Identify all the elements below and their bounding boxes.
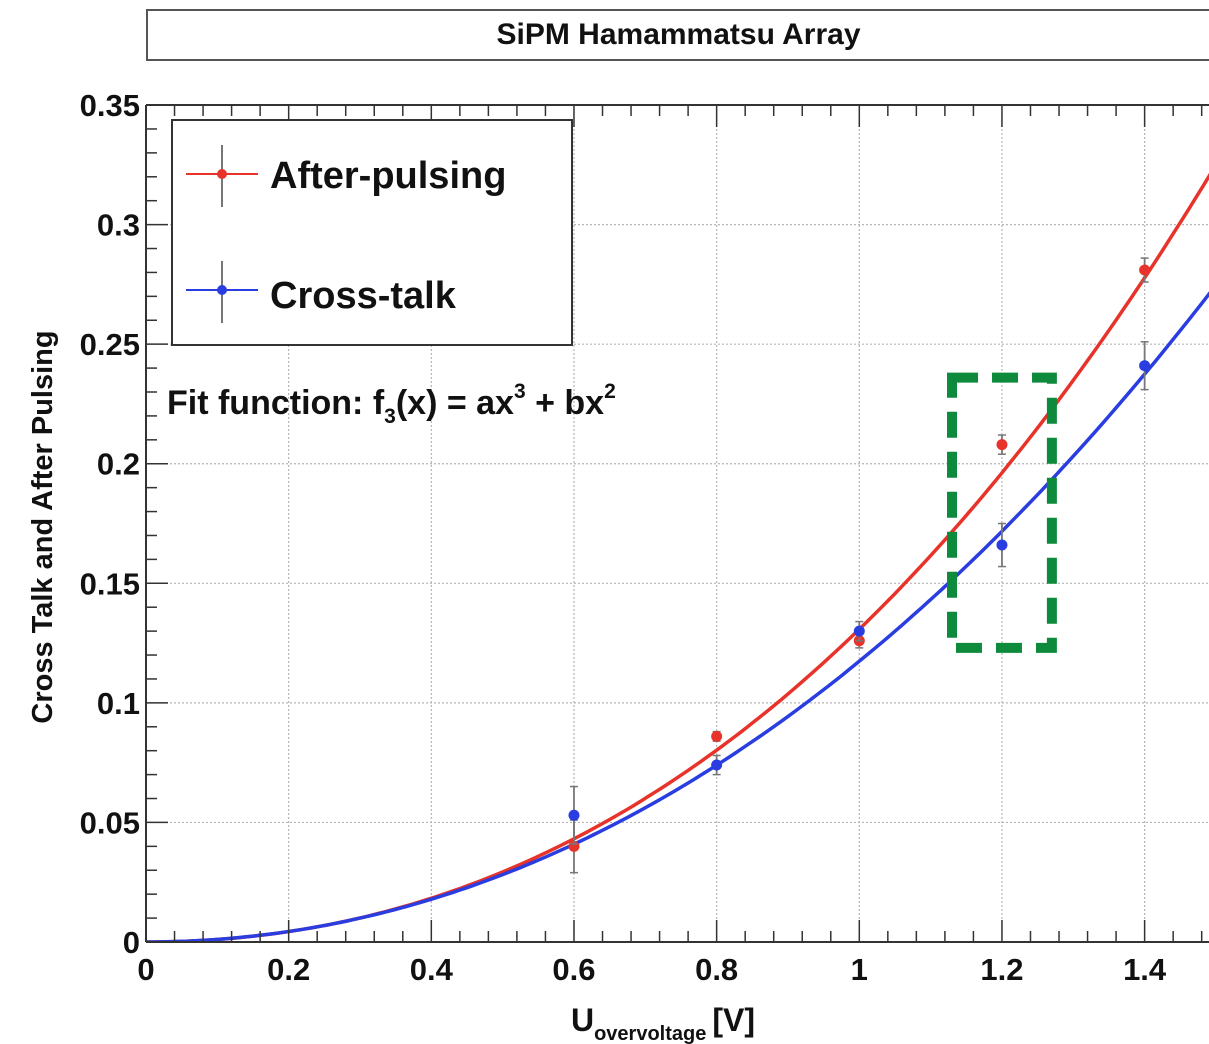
y-tick-label: 0.2 [97,447,140,482]
x-tick-label: 1 [851,952,868,987]
data-point-cross-talk [1139,360,1151,372]
x-tick-label: 0.4 [410,952,454,987]
x-axis-label-main: U [571,1002,594,1038]
x-axis-label-subscript: overvoltage [594,1023,706,1044]
legend [171,119,573,346]
y-tick-label: 0.25 [80,327,140,362]
data-point-cross-talk [853,625,865,637]
fit-subscript-3: 3 [384,405,396,428]
fit-superscript-3: 3 [514,380,526,403]
data-point-after-pulsing [711,730,723,742]
data-points [568,257,1151,874]
legend-entry-cross-talk: Cross-talk [186,261,457,323]
y-tick-label: 0.15 [80,566,140,601]
highlight-box [947,372,1057,653]
data-point-cross-talk [711,759,723,771]
fit-text-part-1: Fit function: f [167,384,385,422]
x-axis-label: Uovervoltage [V] [571,1002,755,1044]
x-axis-label-unit: [V] [712,1002,755,1038]
axes [145,104,1209,943]
x-tick-label: 0.6 [552,952,595,987]
x-tick-label: 0 [137,952,154,987]
y-tick-label: 0.1 [97,686,140,721]
y-tick-label: 0.3 [97,208,140,243]
y-axis-label: Cross Talk and After Pulsing [27,330,59,723]
fit-curve-cross-talk [146,291,1209,942]
data-point-after-pulsing [1139,264,1151,276]
legend-entry-after-pulsing: After-pulsing [186,145,506,207]
y-tick-label: 0.05 [80,805,140,840]
x-tick-label: 0.2 [267,952,310,987]
fit-text-part-3: + bx [526,384,605,422]
x-tick-label: 1.2 [980,952,1023,987]
y-tick-labels: 0 0.05 0.1 0.15 0.2 0.25 0.3 0.35 [80,88,140,960]
chart-title: SiPM Hamammatsu Array [146,9,1209,61]
fit-superscript-2: 2 [604,380,616,403]
data-point-after-pulsing [996,439,1008,451]
data-point-cross-talk [996,539,1008,551]
data-point-cross-talk [568,809,580,821]
x-tick-label: 1.4 [1123,952,1167,987]
y-tick-label: 0 [123,925,140,960]
legend-label-after-pulsing: After-pulsing [270,155,506,197]
x-tick-labels: 0 0.2 0.4 0.6 0.8 1 1.2 1.4 [137,952,1167,987]
y-tick-label: 0.35 [80,88,140,123]
legend-label-cross-talk: Cross-talk [270,275,457,317]
fit-text-part-2: (x) = ax [396,384,514,422]
fit-curves [146,172,1209,942]
x-tick-label: 0.8 [695,952,738,987]
legend-marker-cross-talk-dot [217,285,227,295]
legend-marker-after-pulsing-dot [217,169,227,179]
fit-function-annotation: Fit function: f3(x) = ax3 + bx2 [167,380,616,428]
